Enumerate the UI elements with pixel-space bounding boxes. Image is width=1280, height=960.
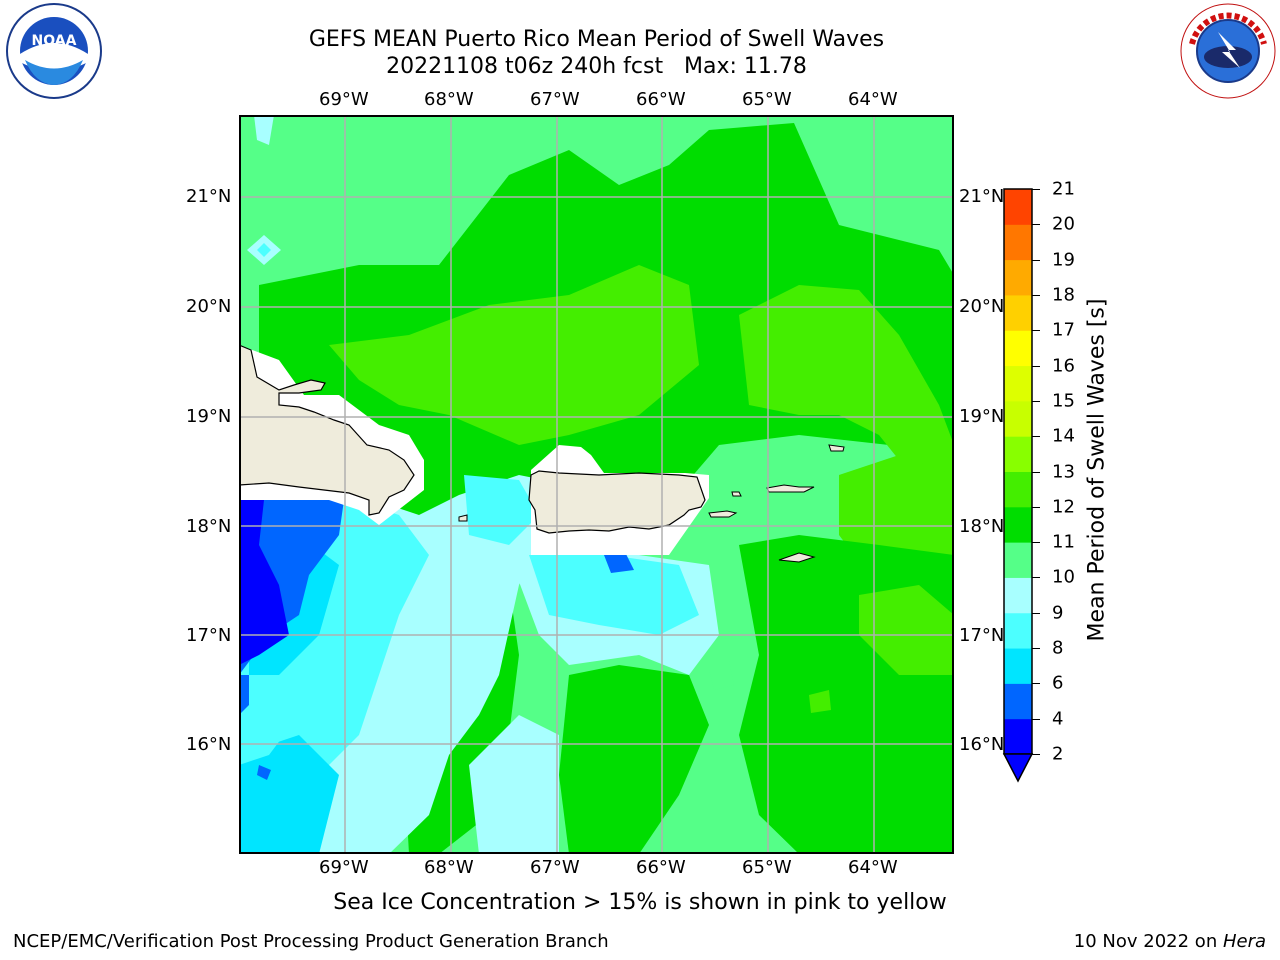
colorbar-tick-mark (1032, 471, 1040, 473)
colorbar-block (1004, 294, 1032, 331)
land-vieques (708, 510, 738, 518)
land-st-croix (778, 552, 816, 563)
colorbar-tick-mark (1032, 542, 1040, 544)
footer-credit: NCEP/EMC/Verification Post Processing Pr… (13, 931, 609, 952)
map-frame (239, 115, 954, 854)
colorbar-tick-mark (1032, 718, 1040, 720)
colorbar-block (1004, 330, 1032, 367)
colorbar-tick-label: 21 (1052, 178, 1075, 200)
colorbar-tick-label: 6 (1052, 672, 1064, 694)
colorbar (1002, 188, 1034, 783)
lon-label-top: 64°W (848, 89, 898, 110)
footer-host: Hera (1222, 931, 1266, 952)
lon-label-bottom: 66°W (636, 857, 686, 878)
footer-date: 10 Nov 2022 on Hera (1074, 931, 1266, 952)
colorbar-tick-label: 17 (1052, 319, 1075, 341)
colorbar-tick-label: 2 (1052, 743, 1064, 765)
colorbar-block (1004, 542, 1032, 578)
colorbar-tick-mark (1032, 754, 1040, 755)
colorbar-block (1004, 648, 1032, 684)
colorbar-label: Mean Period of Swell Waves [s] (1084, 298, 1110, 642)
colorbar-block (1004, 436, 1032, 472)
colorbar-tick-label: 14 (1052, 425, 1075, 447)
colorbar-tick-label: 20 (1052, 213, 1075, 235)
lon-label-top: 66°W (636, 89, 686, 110)
land-virgin-islands (766, 484, 815, 493)
colorbar-tick-mark (1032, 365, 1040, 367)
graticule (239, 115, 954, 854)
land-culebra (731, 491, 742, 497)
sea-ice-note: Sea Ice Concentration > 15% is shown in … (333, 890, 947, 915)
colorbar-tick-label: 9 (1052, 602, 1064, 624)
lon-label-top: 67°W (530, 89, 580, 110)
colorbar-block (1004, 224, 1032, 261)
lat-label-left: 18°N (186, 516, 232, 537)
colorbar-tick-mark (1032, 330, 1040, 332)
colorbar-tick-label: 15 (1052, 390, 1075, 412)
lat-label-left: 17°N (186, 625, 232, 646)
colorbar-tick-mark (1032, 400, 1040, 402)
colorbar-tick-label: 8 (1052, 637, 1064, 659)
colorbar-tick-label: 11 (1052, 531, 1075, 553)
colorbar-tick-label: 16 (1052, 355, 1075, 377)
colorbar-block (1004, 577, 1032, 614)
lat-label-left: 19°N (186, 406, 232, 427)
footer-date-text: 10 Nov 2022 on (1073, 931, 1223, 952)
colorbar-tick-mark (1032, 436, 1040, 438)
lat-label-right: 20°N (959, 296, 1005, 317)
lon-label-top: 69°W (319, 89, 369, 110)
colorbar-tick-label: 4 (1052, 708, 1064, 730)
land-anegada (828, 444, 845, 452)
colorbar-block (1004, 471, 1032, 508)
colorbar-tick-mark (1032, 224, 1040, 226)
lon-label-bottom: 69°W (319, 857, 369, 878)
colorbar-tick-mark (1032, 577, 1040, 579)
noaa-logo-text: NOAA (32, 33, 77, 49)
colorbar-tick-mark (1032, 259, 1040, 261)
colorbar-tick-mark (1032, 506, 1040, 508)
noaa-logo: NOAA (6, 3, 102, 99)
colorbar-tick-label: 19 (1052, 249, 1075, 271)
colorbar-tick-label: 18 (1052, 284, 1075, 306)
colorbar-block (1004, 612, 1032, 649)
lon-label-bottom: 65°W (742, 857, 792, 878)
chart-subtitle-date: 20221108 t06z 240h fcst Max: 11.78 (386, 54, 807, 79)
land-mona-island (458, 514, 468, 522)
lon-label-top: 65°W (742, 89, 792, 110)
lon-label-bottom: 68°W (424, 857, 474, 878)
lon-label-bottom: 64°W (848, 857, 898, 878)
colorbar-tick-mark (1032, 612, 1040, 614)
colorbar-block (1004, 718, 1032, 755)
colorbar-tick-label: 10 (1052, 566, 1075, 588)
lat-label-left: 20°N (186, 296, 232, 317)
colorbar-tick-label: 12 (1052, 496, 1075, 518)
colorbar-block (1004, 189, 1032, 225)
colorbar-extend-arrow (1002, 753, 1034, 783)
colorbar-tick-mark (1032, 189, 1040, 190)
colorbar-tick-mark (1032, 683, 1040, 685)
colorbar-block (1004, 683, 1032, 720)
lat-label-left: 21°N (186, 186, 232, 207)
colorbar-block (1004, 506, 1032, 543)
lat-label-right: 17°N (959, 625, 1005, 646)
colorbar-block (1004, 259, 1032, 296)
colorbar-block (1004, 365, 1032, 402)
land-puerto-rico (528, 470, 706, 534)
lon-label-top: 68°W (424, 89, 474, 110)
colorbar-tick-mark (1032, 648, 1040, 650)
lat-label-right: 21°N (959, 186, 1005, 207)
lat-label-right: 18°N (959, 516, 1005, 537)
nws-logo (1180, 3, 1276, 99)
colorbar-block (1004, 400, 1032, 437)
lat-label-right: 19°N (959, 406, 1005, 427)
lon-label-bottom: 67°W (530, 857, 580, 878)
chart-title: GEFS MEAN Puerto Rico Mean Period of Swe… (308, 27, 885, 52)
lat-label-right: 16°N (959, 734, 1005, 755)
colorbar-tick-mark (1032, 294, 1040, 296)
colorbar-tick-label: 13 (1052, 461, 1075, 482)
map-panel (239, 115, 954, 854)
lat-label-left: 16°N (186, 734, 232, 755)
